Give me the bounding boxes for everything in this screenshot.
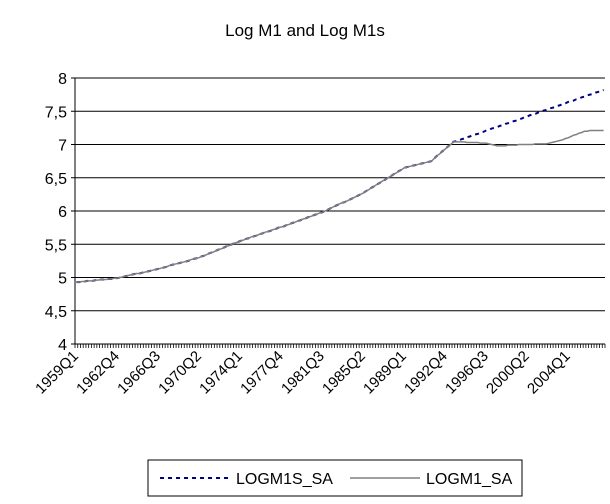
y-tick-label: 4,5 xyxy=(45,304,67,321)
y-tick-label: 5 xyxy=(58,271,67,288)
y-tick-label: 6 xyxy=(58,204,67,221)
chart-title: Log M1 and Log M1s xyxy=(225,21,385,40)
legend-label: LOGM1S_SA xyxy=(236,471,333,488)
legend-label: LOGM1_SA xyxy=(426,471,513,488)
y-tick-label: 7,5 xyxy=(45,104,67,121)
y-tick-label: 5,5 xyxy=(45,237,67,254)
y-tick-label: 7 xyxy=(58,138,67,155)
y-tick-label: 6,5 xyxy=(45,171,67,188)
series-line xyxy=(76,129,604,283)
y-tick-label: 4 xyxy=(58,337,67,354)
y-tick-label: 8 xyxy=(58,71,67,88)
